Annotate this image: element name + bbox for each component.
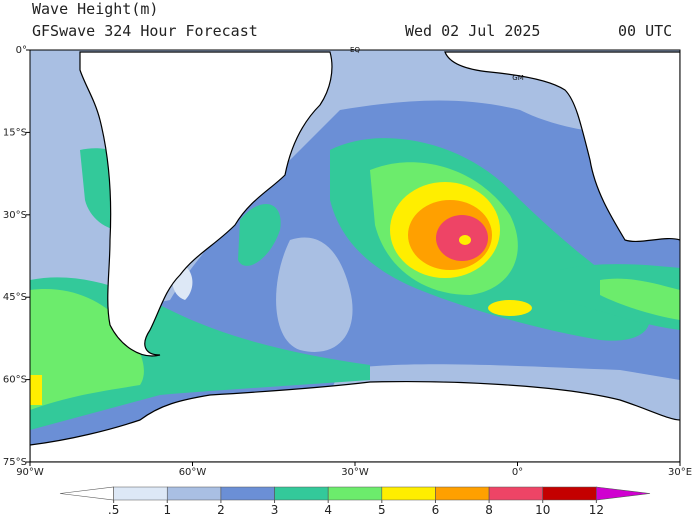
colorbar-swatch (488, 486, 544, 501)
swell-zone (238, 203, 281, 266)
date: Wed 02 Jul 2025 (405, 22, 540, 40)
colorbar-swatch (59, 486, 114, 501)
colorbar-label: 4 (324, 503, 332, 517)
colorbar-label: 6 (432, 503, 440, 517)
colorbar-swatch (435, 486, 490, 501)
lat-label: 45°S (3, 292, 27, 303)
lon-label: 30°E (668, 467, 692, 478)
lat-label: 75°S (3, 457, 27, 468)
colorbar-swatch (166, 486, 222, 501)
lon-label: 60°W (179, 467, 207, 478)
lon-label: 30°W (341, 467, 369, 478)
colorbar-swatch (596, 486, 651, 501)
colorbar-swatch (542, 486, 597, 501)
africa (444, 51, 680, 243)
colorbar-swatch (381, 486, 436, 501)
lat-label: 15°S (3, 127, 27, 138)
colorbar-swatch (327, 486, 383, 501)
equator-marker: EQ (350, 46, 360, 54)
lon-label: 0° (512, 467, 523, 478)
time: 00 UTC (618, 22, 672, 40)
title: Wave Height(m) (32, 0, 158, 18)
model: GFSwave 324 Hour Forecast (32, 22, 258, 40)
colorbar-label: 1 (163, 503, 171, 517)
colorbar-swatch (220, 486, 275, 501)
lon-label: 90°W (16, 467, 44, 478)
low-wave-area (276, 237, 353, 352)
storm-zone (488, 300, 532, 316)
colorbar-label: 12 (589, 503, 604, 517)
colorbar-swatch (113, 486, 168, 501)
colorbar-label: 10 (535, 503, 550, 517)
meridian-marker: GM (512, 74, 523, 82)
colorbar-label: 3 (271, 503, 279, 517)
axes: 0° 15°S 30°S 45°S 60°S 75°S90°W 60°W 30°W 0° 30°E (3, 45, 692, 478)
map: EQ GM (29, 46, 681, 463)
colorbar: .5 1 2 3 4 5 6 8 10 12 (59, 486, 651, 517)
south-america (79, 51, 333, 357)
swell-zone (600, 278, 680, 320)
colorbar-label: 5 (378, 503, 386, 517)
swell-zone (30, 375, 42, 405)
colorbar-label: 8 (485, 503, 493, 517)
colorbar-label: 2 (217, 503, 225, 517)
storm-zone (459, 235, 471, 245)
antarctica (30, 380, 680, 462)
colorbar-swatch (274, 486, 329, 501)
colorbar-label: .5 (108, 503, 119, 517)
lat-label: 0° (16, 45, 27, 56)
lat-label: 30°S (3, 210, 27, 221)
lat-label: 60°S (3, 375, 27, 386)
